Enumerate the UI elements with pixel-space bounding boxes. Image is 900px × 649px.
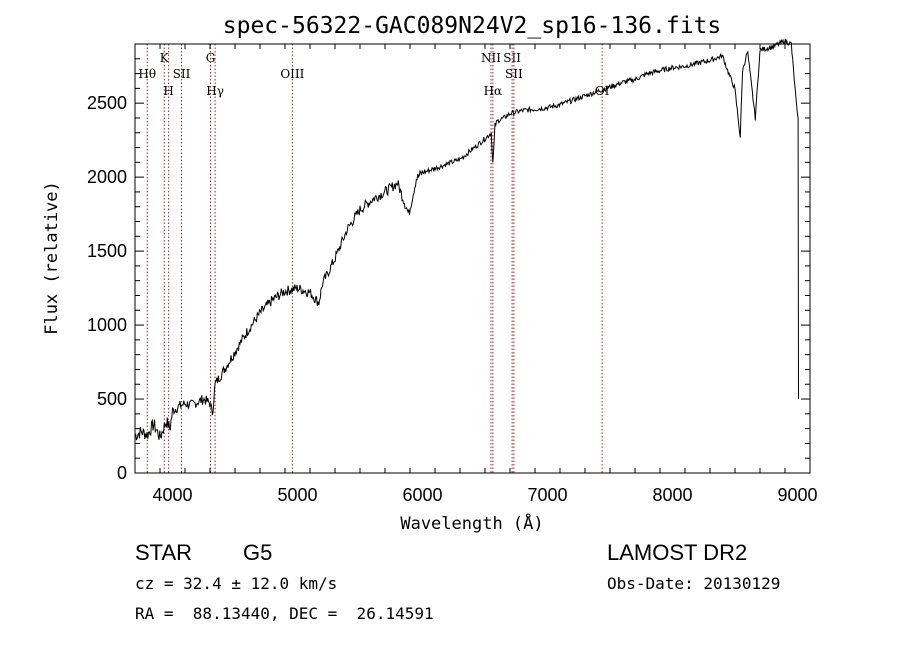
y-tick-label: 1500 [87, 241, 127, 261]
y-axis-label: Flux (relative) [42, 181, 62, 335]
y-tick-label: 2000 [87, 167, 127, 187]
line-label-0: Hθ [138, 67, 156, 81]
y-tick-label: 0 [117, 463, 127, 483]
x-tick-label: 4000 [152, 485, 192, 505]
y-tick-label: 1000 [87, 315, 127, 335]
survey-label: LAMOST DR2 [607, 540, 748, 565]
line-label-6: OIII [280, 67, 304, 81]
chart-title: spec-56322-GAC089N24V2_sp16-136.fits [223, 13, 722, 39]
observation-date: Obs-Date: 20130129 [607, 574, 781, 593]
x-tick-label: 8000 [652, 485, 692, 505]
line-label-9: SII [503, 51, 521, 65]
x-tick-label: 6000 [402, 485, 442, 505]
ra-dec-coordinates: RA = 88.13440, DEC = 26.14591 [135, 604, 434, 623]
object-subclass: G5 [243, 540, 273, 565]
x-tick-label: 9000 [777, 485, 817, 505]
x-axis-label: Wavelength (Å) [400, 512, 543, 534]
plot-frame [134, 43, 811, 474]
spectrum-line-flux [134, 38, 799, 441]
y-tick-label: 2500 [87, 93, 127, 113]
redshift-cz: cz = 32.4 ± 12.0 km/s [135, 574, 338, 593]
line-label-10: SII [505, 67, 523, 81]
line-label-2: H [163, 84, 173, 98]
line-label-5: Hγ [206, 84, 224, 98]
object-type: STAR [135, 540, 193, 565]
line-label-3: SII [173, 67, 191, 81]
line-label-8: Hα [484, 84, 503, 98]
line-label-7: NII [481, 51, 501, 65]
x-tick-label: 7000 [527, 485, 567, 505]
y-tick-label: 500 [97, 389, 127, 409]
line-label-1: K [160, 51, 170, 65]
line-label-4: G [206, 51, 216, 65]
x-tick-label: 5000 [277, 485, 317, 505]
